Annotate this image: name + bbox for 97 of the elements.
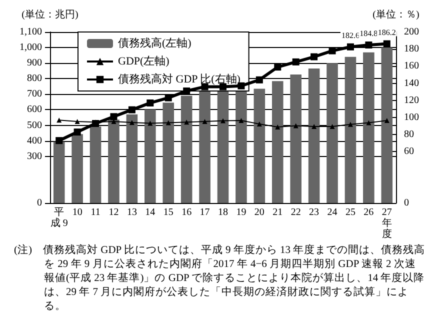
- x-tick-label: 23: [309, 207, 320, 218]
- bar: [144, 109, 156, 203]
- bar: [363, 52, 374, 203]
- x-tick-label: 25: [345, 207, 356, 218]
- point: [256, 122, 262, 127]
- x-tick-label: 11: [90, 207, 100, 218]
- x-tick-label: 15: [163, 207, 174, 218]
- point: [238, 118, 244, 123]
- bar: [272, 81, 284, 203]
- x-tick-label: 18: [218, 207, 228, 218]
- x-tick-label: 24: [327, 207, 338, 218]
- y-tick-label: 600: [27, 104, 42, 116]
- bar: [199, 90, 210, 203]
- x-tick-label: 26: [364, 207, 374, 218]
- text: (注) 債務残高対 GDP 比については、平成 9 年度から 13 年度までの間は、債務残高を 29 年 9 月に公表された内閣府「2017 年 4−6 月期四半期別 GDP 速報 2 次速報値(平成 23 年基準)」の GDP で除することにより本院が算出し、14 年度以降は、29 年 7 月に内閣府が公表した「中長期の経済財政に関する試算」による。: [13, 244, 426, 314]
- point: [256, 76, 263, 84]
- point: [74, 128, 81, 136]
- point: [383, 40, 390, 48]
- point: [220, 118, 226, 124]
- bar: [236, 90, 247, 203]
- x-tick-label: 21: [272, 207, 283, 218]
- y2-tick-label: 100: [404, 112, 419, 123]
- point: [184, 120, 190, 125]
- bar: [344, 56, 356, 203]
- bar: [72, 134, 83, 203]
- y2-tick-label: 140: [404, 78, 419, 89]
- data-label: 186.2: [378, 28, 396, 37]
- point: [74, 119, 80, 124]
- point: [312, 124, 317, 130]
- x-tick-label: 19: [236, 207, 246, 218]
- x-tick-label: 10: [72, 207, 82, 218]
- bar: [90, 126, 102, 203]
- legend-label: GDP(左軸): [118, 54, 170, 68]
- point: [202, 119, 208, 124]
- point: [346, 43, 354, 50]
- x-tick-label: 22: [290, 207, 301, 218]
- bar: [254, 88, 266, 203]
- point: [146, 99, 154, 106]
- y2-tick-label: 80: [404, 129, 414, 140]
- bar: [108, 120, 120, 203]
- y-tick-label: 800: [27, 73, 42, 84]
- point: [56, 118, 62, 123]
- bar: [217, 90, 229, 203]
- bar: [326, 63, 338, 203]
- point: [384, 118, 390, 123]
- point: [328, 47, 336, 54]
- point: [366, 120, 372, 126]
- x-tick-label: 17: [200, 207, 210, 218]
- x-tick-label: 14: [145, 207, 156, 218]
- bar: [53, 142, 65, 203]
- point: [293, 123, 298, 128]
- y2-tick-label: 200: [404, 26, 419, 38]
- point: [129, 120, 134, 125]
- y-tick-label: 900: [27, 58, 42, 69]
- y2-tick-label: 160: [404, 60, 419, 72]
- point: [56, 137, 63, 144]
- y2-tick-label: 120: [404, 94, 419, 106]
- y-tick-label: 400: [27, 135, 42, 146]
- point: [110, 113, 118, 120]
- x-tick-label: 20: [254, 207, 264, 218]
- bar: [162, 102, 174, 203]
- point: [128, 106, 136, 114]
- point: [183, 87, 190, 94]
- point: [292, 58, 300, 66]
- point: [348, 122, 353, 127]
- y-tick-label: 0: [37, 198, 42, 208]
- bar: [308, 68, 320, 203]
- x-tick-label: 12: [108, 207, 119, 218]
- y-axis-title: (単位：兆円): [22, 8, 78, 20]
- point: [166, 120, 171, 126]
- y2-tick-label: 0: [404, 198, 409, 208]
- x-tick-label: 27年度: [382, 207, 392, 240]
- bar: [290, 74, 302, 203]
- y-tick-label: 700: [27, 88, 42, 100]
- y2-tick-label: 180: [404, 44, 419, 55]
- point: [330, 124, 335, 130]
- data-label: 184.8: [360, 28, 378, 38]
- point: [310, 53, 318, 60]
- x-tick-label: 13: [126, 207, 137, 218]
- y-tick-label: 1,000: [20, 42, 42, 54]
- bar: [381, 48, 393, 203]
- point: [148, 120, 153, 126]
- point: [365, 41, 372, 48]
- y-tick-label: 300: [27, 150, 42, 162]
- data-label: 182.6: [341, 30, 360, 40]
- y-tick-label: 1,100: [20, 26, 42, 38]
- y-tick-label: 500: [27, 120, 42, 131]
- y2-axis-title: (単位：％): [372, 8, 420, 20]
- point: [274, 64, 282, 71]
- bar: [126, 114, 138, 203]
- y2-tick-label: 60: [404, 146, 414, 158]
- x-tick-label: 16: [182, 207, 192, 218]
- point: [275, 124, 280, 130]
- point: [164, 94, 172, 102]
- x-tick-label: 平成 9: [50, 207, 68, 229]
- bar: [180, 96, 192, 203]
- legend-label: 債務残高(左軸): [118, 36, 192, 50]
